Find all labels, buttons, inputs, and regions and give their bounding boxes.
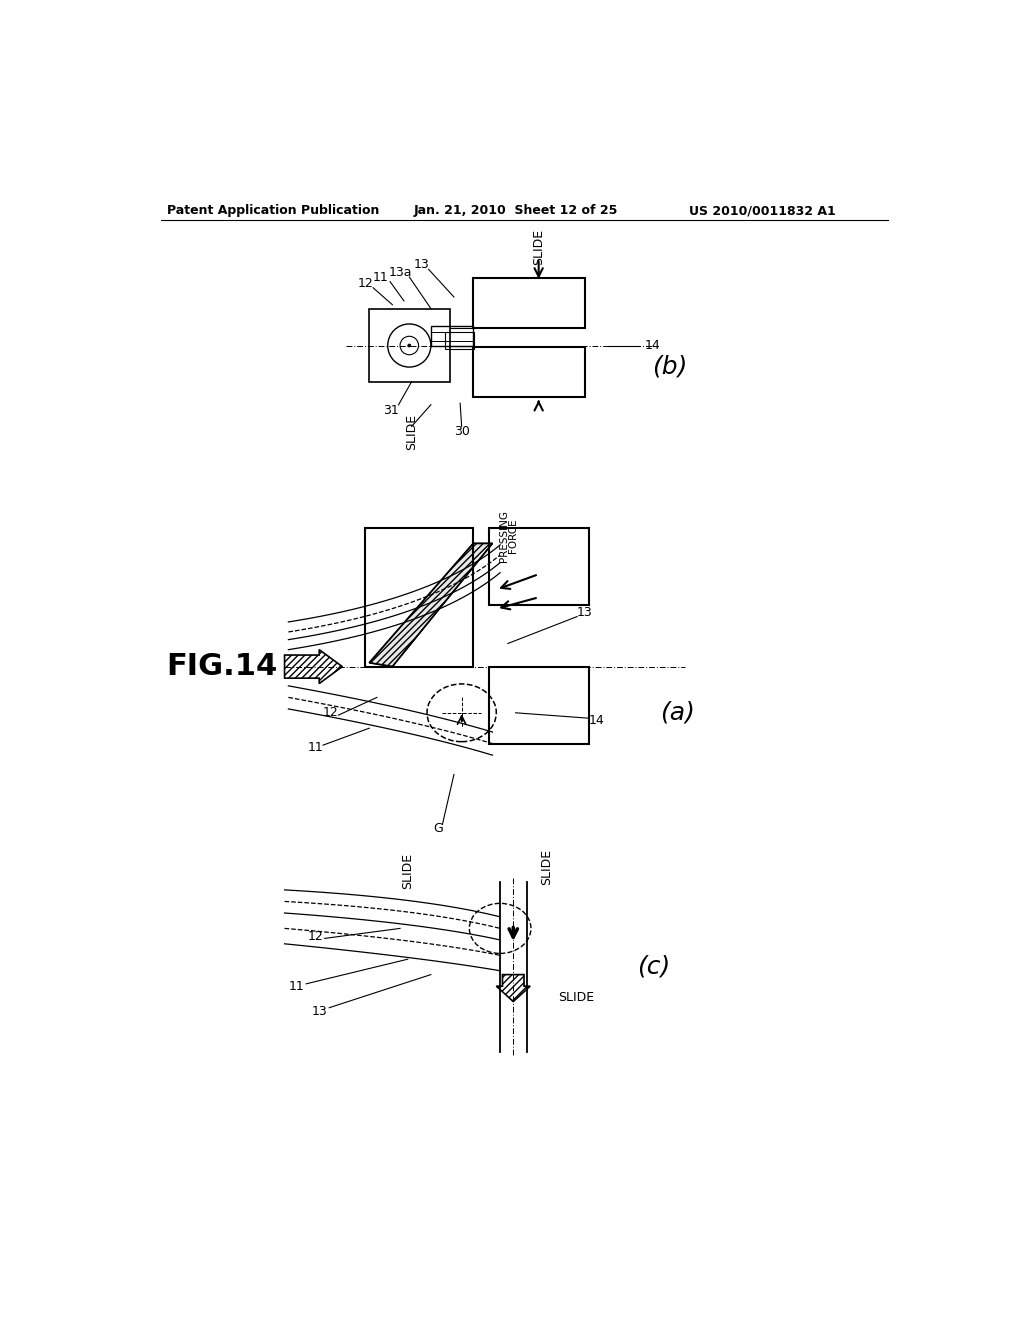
Text: 12: 12 [323, 706, 339, 719]
Text: FORCE: FORCE [508, 519, 518, 553]
Text: 13: 13 [311, 1005, 327, 1018]
Text: 11: 11 [373, 271, 389, 284]
Text: 11: 11 [307, 741, 324, 754]
Text: 13: 13 [414, 259, 429, 271]
Text: PRESSING: PRESSING [499, 510, 509, 562]
Text: 13: 13 [577, 606, 593, 619]
Text: 12: 12 [357, 277, 374, 290]
Text: (a): (a) [659, 701, 694, 725]
Text: SLIDE: SLIDE [558, 991, 594, 1005]
Text: SLIDE: SLIDE [532, 228, 545, 265]
Bar [473, 277, 585, 327]
Polygon shape [285, 649, 342, 684]
Text: G: G [434, 822, 443, 834]
Text: US 2010/0011832 A1: US 2010/0011832 A1 [688, 205, 836, 218]
Text: 13a: 13a [388, 265, 412, 279]
Text: Jan. 21, 2010  Sheet 12 of 25: Jan. 21, 2010 Sheet 12 of 25 [414, 205, 617, 218]
Text: SLIDE: SLIDE [406, 413, 418, 450]
Text: 14: 14 [589, 714, 604, 727]
Polygon shape [497, 974, 530, 1002]
Text: 14: 14 [645, 339, 660, 352]
Bar [370, 309, 451, 381]
Bar [431, 326, 473, 346]
Circle shape [408, 345, 411, 347]
Bar [488, 667, 589, 743]
Polygon shape [370, 544, 493, 667]
Bar [473, 347, 585, 397]
Text: Patent Application Publication: Patent Application Publication [167, 205, 379, 218]
Text: SLIDE: SLIDE [540, 849, 553, 884]
Text: 30: 30 [454, 425, 470, 438]
Bar [444, 333, 474, 350]
Text: 12: 12 [307, 929, 324, 942]
Bar [488, 528, 589, 605]
Text: 11: 11 [288, 979, 304, 993]
Bar [431, 333, 473, 341]
Text: 31: 31 [383, 404, 398, 417]
Bar [366, 528, 473, 667]
Text: (b): (b) [652, 354, 687, 379]
Text: SLIDE: SLIDE [401, 853, 415, 888]
Text: (c): (c) [638, 954, 671, 979]
Text: FIG.14: FIG.14 [166, 652, 278, 681]
